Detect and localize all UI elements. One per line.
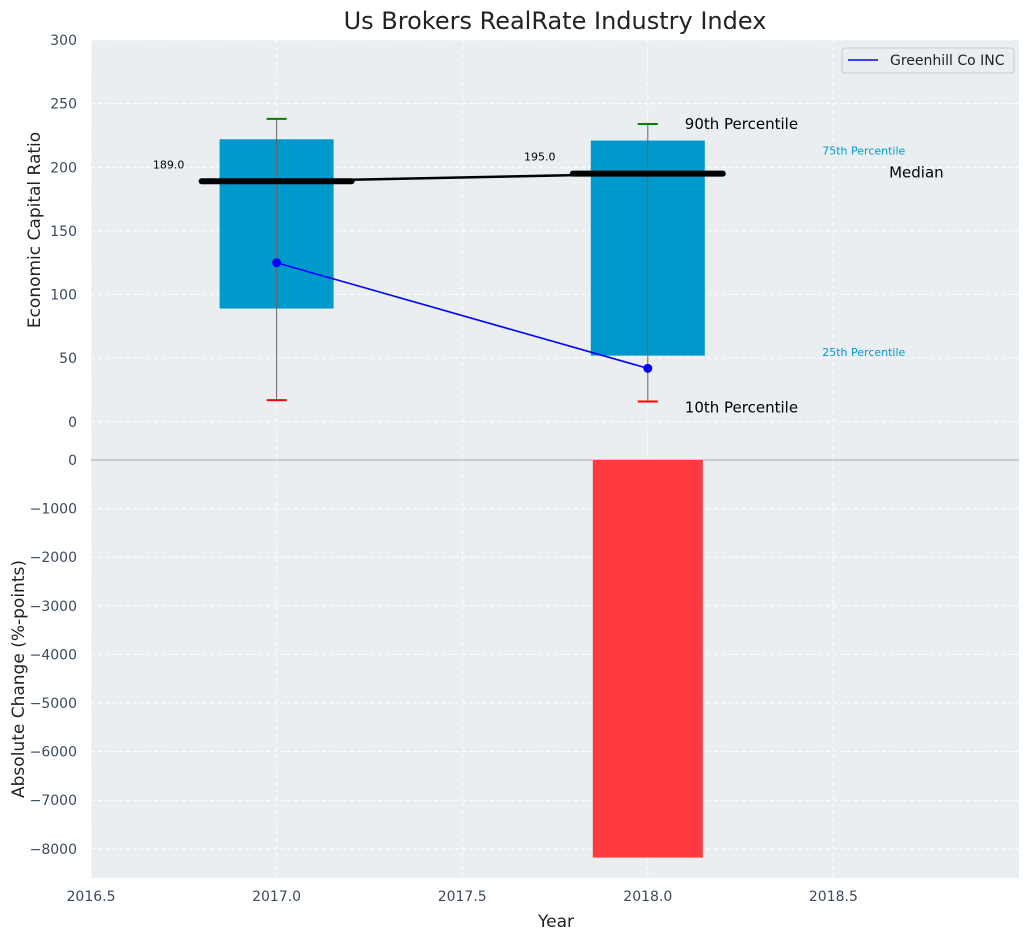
bottom-y-tick-label: −5000 <box>30 696 77 712</box>
top-y-tick-label: 0 <box>68 415 77 431</box>
bottom-y-tick-label: −2000 <box>30 550 77 566</box>
x-tick-label: 2017.5 <box>438 889 487 905</box>
top-y-axis-label: Economic Capital Ratio <box>25 132 45 328</box>
change-bar <box>592 460 703 858</box>
annotation-90th-percentile: 90th Percentile <box>685 115 798 133</box>
bottom-y-tick-label: −1000 <box>30 502 77 518</box>
median-value-label: 195.0 <box>524 151 556 164</box>
company-series-line <box>276 261 649 370</box>
top-y-tick-label: 100 <box>50 288 77 304</box>
annotation-10th-percentile: 10th Percentile <box>685 398 798 416</box>
top-y-tick-label: 200 <box>50 160 77 176</box>
top-y-tick-label: 150 <box>50 224 77 240</box>
x-axis-label: Year <box>537 912 574 932</box>
annotation-25th-percentile: 25th Percentile <box>822 346 905 359</box>
top-y-tick-label: 250 <box>50 97 77 113</box>
median-trend-line <box>276 172 648 183</box>
bottom-y-tick-label: −3000 <box>30 599 77 615</box>
annotation-75th-percentile: 75th Percentile <box>822 145 905 158</box>
annotation-median: Median <box>889 164 944 182</box>
bottom-plot-background <box>91 460 1019 878</box>
bottom-y-tick-label: −6000 <box>30 745 77 761</box>
chart-title: Us Brokers RealRate Industry Index <box>344 7 767 35</box>
company-series-point <box>643 363 653 373</box>
bottom-y-tick-label: 0 <box>68 453 77 469</box>
top-y-tick-label: 300 <box>50 33 77 49</box>
x-tick-label: 2018.5 <box>809 889 858 905</box>
bottom-y-axis-label: Absolute Change (%-points) <box>9 560 29 798</box>
median-value-label: 189.0 <box>153 158 185 171</box>
x-tick-label: 2016.5 <box>67 889 116 905</box>
bottom-y-tick-label: −4000 <box>30 647 77 663</box>
x-tick-label: 2017.0 <box>252 889 301 905</box>
legend-box <box>841 47 1015 74</box>
top-y-tick-label: 50 <box>59 351 77 367</box>
legend: Greenhill Co INC <box>841 47 1015 74</box>
bottom-y-tick-label: −7000 <box>30 793 77 809</box>
bottom-y-tick-label: −8000 <box>30 842 77 858</box>
legend-label: Greenhill Co INC <box>890 53 1005 69</box>
x-tick-label: 2018.0 <box>623 889 672 905</box>
company-series-point <box>272 258 282 268</box>
